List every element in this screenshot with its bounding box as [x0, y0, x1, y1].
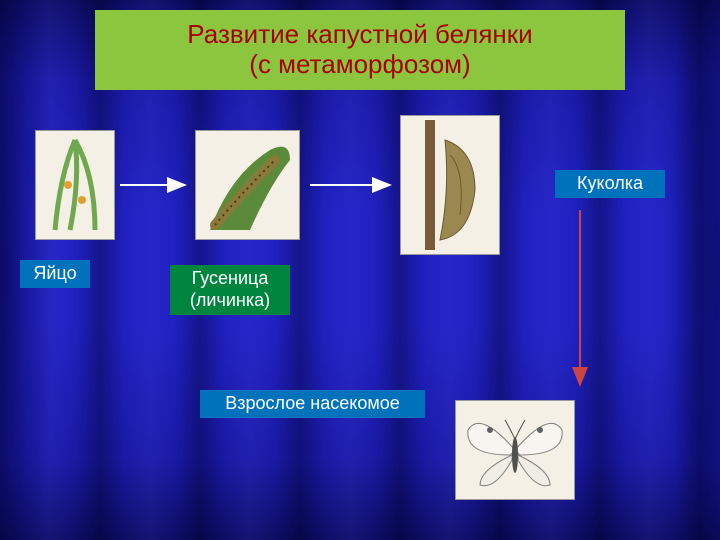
- label-adult: Взрослое насекомое: [200, 390, 425, 418]
- caterpillar-icon: [200, 135, 295, 235]
- egg-icon: [40, 135, 110, 235]
- label-adult-text: Взрослое насекомое: [225, 393, 399, 415]
- slide-title-text: Развитие капустной белянки (с метаморфоз…: [187, 20, 532, 80]
- pupa-icon: [405, 120, 495, 250]
- image-butterfly: [455, 400, 575, 500]
- label-larva: Гусеница (личинка): [170, 265, 290, 315]
- label-egg: Яйцо: [20, 260, 90, 288]
- label-pupa: Куколка: [555, 170, 665, 198]
- label-pupa-text: Куколка: [577, 173, 643, 195]
- image-pupa: [400, 115, 500, 255]
- label-egg-text: Яйцо: [33, 263, 76, 285]
- image-egg: [35, 130, 115, 240]
- image-larva: [195, 130, 300, 240]
- label-larva-text: Гусеница (личинка): [190, 268, 270, 311]
- butterfly-icon: [460, 405, 570, 495]
- slide-title: Развитие капустной белянки (с метаморфоз…: [95, 10, 625, 90]
